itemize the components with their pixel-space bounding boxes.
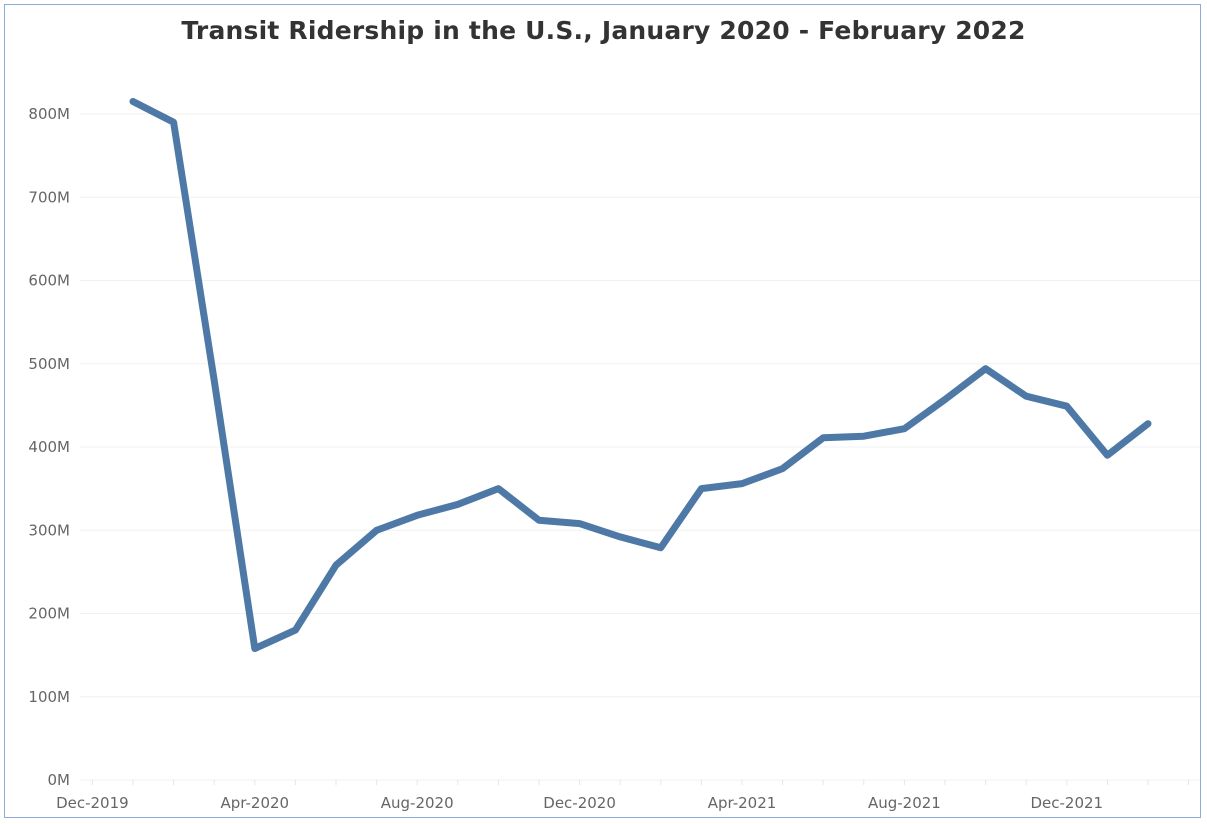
data-point: [251, 645, 258, 652]
x-tick-label: Dec-2021: [1030, 794, 1103, 812]
y-tick-label: 400M: [28, 438, 70, 456]
series-group: [129, 98, 1152, 652]
data-point: [1063, 403, 1070, 410]
y-tick-label: 600M: [28, 272, 70, 290]
data-point: [1023, 393, 1030, 400]
chart-title: Transit Ridership in the U.S., January 2…: [181, 16, 1026, 45]
data-point: [820, 434, 827, 441]
grid-lines: [80, 113, 1200, 781]
chart-frame: [4, 4, 1201, 818]
data-point: [1145, 420, 1152, 427]
data-point: [454, 501, 461, 508]
data-point: [170, 119, 177, 126]
data-point: [292, 627, 299, 634]
series-line: [129, 98, 1152, 652]
data-point: [779, 465, 786, 472]
data-point: [617, 533, 624, 540]
x-axis-tick-marks: [91, 780, 1190, 785]
data-point: [698, 485, 705, 492]
y-tick-label: 0M: [48, 771, 71, 789]
x-axis-ticks: Dec-2019 Apr-2020 Aug-2020 Dec-2020 Apr-2021…: [56, 794, 1103, 812]
y-tick-label: 700M: [28, 188, 70, 206]
data-point: [657, 544, 664, 551]
data-point: [901, 425, 908, 432]
data-point: [130, 98, 137, 105]
data-point: [333, 562, 340, 569]
x-tick-label: Dec-2019: [56, 794, 129, 812]
y-tick-label: 200M: [28, 605, 70, 623]
x-tick-label: Apr-2021: [708, 794, 777, 812]
y-axis-ticks: 0M 100M 200M 300M 400M 500M 600M 700M 800M: [28, 105, 70, 789]
data-point: [536, 517, 543, 524]
y-tick-label: 800M: [28, 105, 70, 123]
y-tick-label: 100M: [28, 688, 70, 706]
x-tick-label: Aug-2020: [381, 794, 454, 812]
data-point: [739, 480, 746, 487]
data-point: [373, 527, 380, 534]
y-tick-label: 300M: [28, 521, 70, 539]
y-tick-label: 500M: [28, 355, 70, 373]
data-point: [495, 485, 502, 492]
x-tick-label: Dec-2020: [543, 794, 616, 812]
data-point: [860, 433, 867, 440]
x-tick-label: Aug-2021: [868, 794, 941, 812]
data-point: [982, 365, 989, 372]
x-tick-label: Apr-2020: [221, 794, 290, 812]
data-point: [942, 396, 949, 403]
data-point: [211, 377, 218, 384]
data-point: [414, 512, 421, 519]
data-point: [1104, 452, 1111, 459]
data-point: [576, 520, 583, 527]
